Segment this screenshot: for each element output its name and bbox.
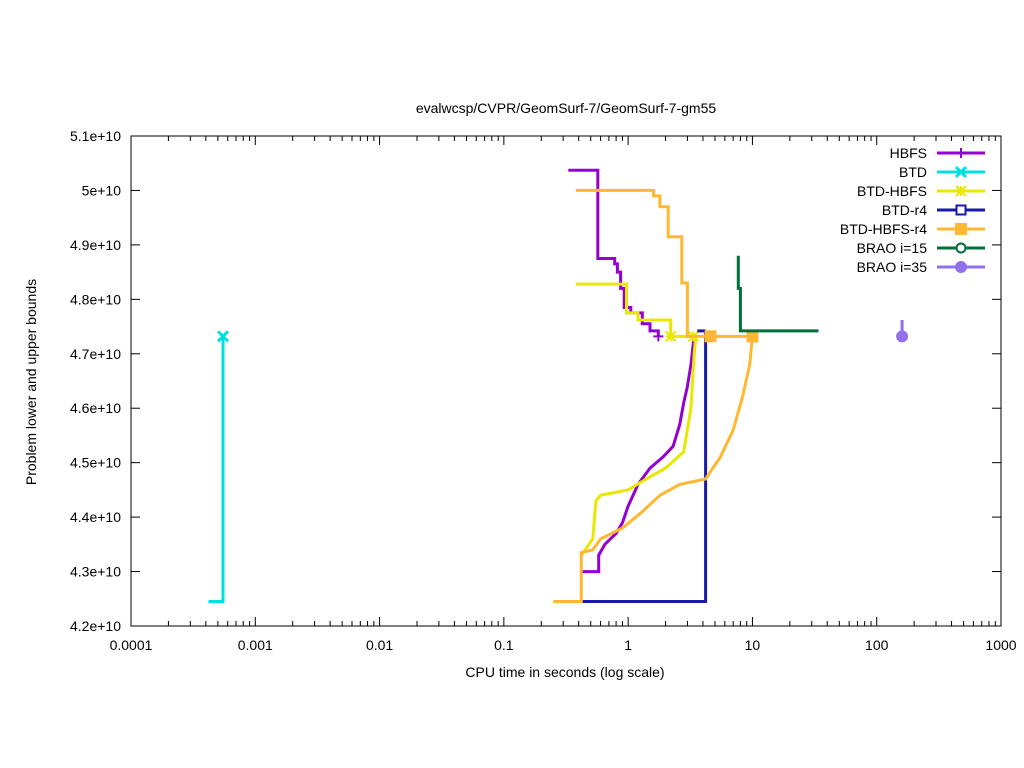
legend-entry-brao-i-15: BRAO i=15 bbox=[857, 240, 985, 256]
x-tick-label: 0.1 bbox=[494, 637, 514, 653]
series-btd-hbfs-r4-point bbox=[746, 330, 759, 343]
series-btd-hbfs-r4-point bbox=[704, 330, 717, 343]
y-tick-label: 4.8e+10 bbox=[70, 291, 121, 307]
series-btd-hbfs-point bbox=[664, 330, 677, 343]
x-tick-label: 1000 bbox=[985, 637, 1016, 653]
legend-entry-btd-hbfs-r4: BTD-HBFS-r4 bbox=[840, 221, 985, 237]
plot-frame bbox=[130, 135, 1002, 627]
legend-marker-swatch bbox=[955, 223, 967, 235]
y-tick-label: 4.2e+10 bbox=[70, 618, 121, 634]
x-tick-label: 0.01 bbox=[366, 637, 393, 653]
legend-entry-btd-r4: BTD-r4 bbox=[882, 202, 985, 218]
legend-entry-hbfs: HBFS bbox=[890, 145, 985, 161]
series-brao-i-15-upper-bound-line bbox=[736, 255, 819, 333]
x-tick-label: 1 bbox=[624, 637, 632, 653]
legend-marker-swatch bbox=[955, 261, 967, 273]
y-tick-label: 4.3e+10 bbox=[70, 564, 121, 580]
series-hbfs-point bbox=[653, 331, 664, 342]
y-tick-label: 4.5e+10 bbox=[70, 455, 121, 471]
series-layer bbox=[208, 168, 909, 603]
series-btd-r4 bbox=[581, 329, 708, 603]
y-axis-label: Problem lower and upper bounds bbox=[23, 279, 39, 485]
series-btd-r4-lower-bound-line bbox=[581, 330, 708, 603]
series-btd-point bbox=[216, 330, 230, 343]
legend-marker-swatch bbox=[955, 242, 967, 254]
series-btd-hbfs-r4 bbox=[553, 188, 759, 603]
y-tick-label: 4.7e+10 bbox=[70, 346, 121, 362]
series-btd-lower-bound-line bbox=[208, 336, 225, 603]
y-tick-label: 4.9e+10 bbox=[70, 237, 121, 253]
series-btd bbox=[208, 330, 230, 603]
series-hbfs-upper-bound-line bbox=[568, 168, 660, 337]
series-btd-hbfs-r4-lower-bound-line bbox=[553, 336, 754, 603]
legend-entry-brao-i-35: BRAO i=35 bbox=[857, 259, 985, 275]
x-axis-label: CPU time in seconds (log scale) bbox=[465, 664, 664, 680]
legend-label: BRAO i=15 bbox=[857, 240, 928, 256]
y-tick-label: 5.1e+10 bbox=[70, 128, 121, 144]
y-tick-label: 5e+10 bbox=[82, 182, 122, 198]
series-brao-i-35 bbox=[896, 320, 909, 343]
legend: HBFS BTD BTD-HBFS BTD-r4 BTD-HBFS-r4 BRAO i=1… bbox=[840, 145, 985, 275]
chart-title: evalwcsp/CVPR/GeomSurf-7/GeomSurf-7-gm55 bbox=[416, 100, 717, 116]
y-tick-label: 4.4e+10 bbox=[70, 509, 121, 525]
legend-marker-swatch bbox=[956, 148, 966, 158]
series-btd-hbfs-upper-bound-line bbox=[575, 282, 693, 338]
legend-label: BRAO i=35 bbox=[857, 259, 928, 275]
legend-entry-btd: BTD bbox=[899, 164, 985, 180]
legend-label: BTD-HBFS-r4 bbox=[840, 221, 927, 237]
series-hbfs bbox=[568, 168, 696, 574]
legend-label: HBFS bbox=[890, 145, 927, 161]
series-brao-i-35-point bbox=[896, 330, 909, 343]
series-btd-hbfs-lower-bound-line bbox=[580, 336, 698, 557]
legend-marker-swatch bbox=[954, 165, 968, 179]
legend-marker-swatch bbox=[955, 204, 967, 216]
legend-label: BTD-HBFS bbox=[857, 183, 927, 199]
x-tick-label: 100 bbox=[865, 637, 889, 653]
series-brao-i-15 bbox=[736, 255, 819, 333]
legend-label: BTD-r4 bbox=[882, 202, 927, 218]
x-tick-label: 0.001 bbox=[238, 637, 273, 653]
x-tick-label: 0.0001 bbox=[110, 637, 153, 653]
x-tick-label: 10 bbox=[745, 637, 761, 653]
axis-ticks: 0.0001 0.001 0.01 0.1 1 10 100 1000 4.2e+10 4.3e+… bbox=[70, 128, 1017, 653]
y-tick-label: 4.6e+10 bbox=[70, 400, 121, 416]
series-btd-hbfs-r4-upper-bound-line bbox=[575, 188, 753, 338]
legend-entry-btd-hbfs: BTD-HBFS bbox=[857, 183, 985, 199]
series-hbfs-lower-bound-line bbox=[581, 334, 696, 574]
legend-marker-swatch bbox=[955, 185, 967, 197]
legend-label: BTD bbox=[899, 164, 927, 180]
